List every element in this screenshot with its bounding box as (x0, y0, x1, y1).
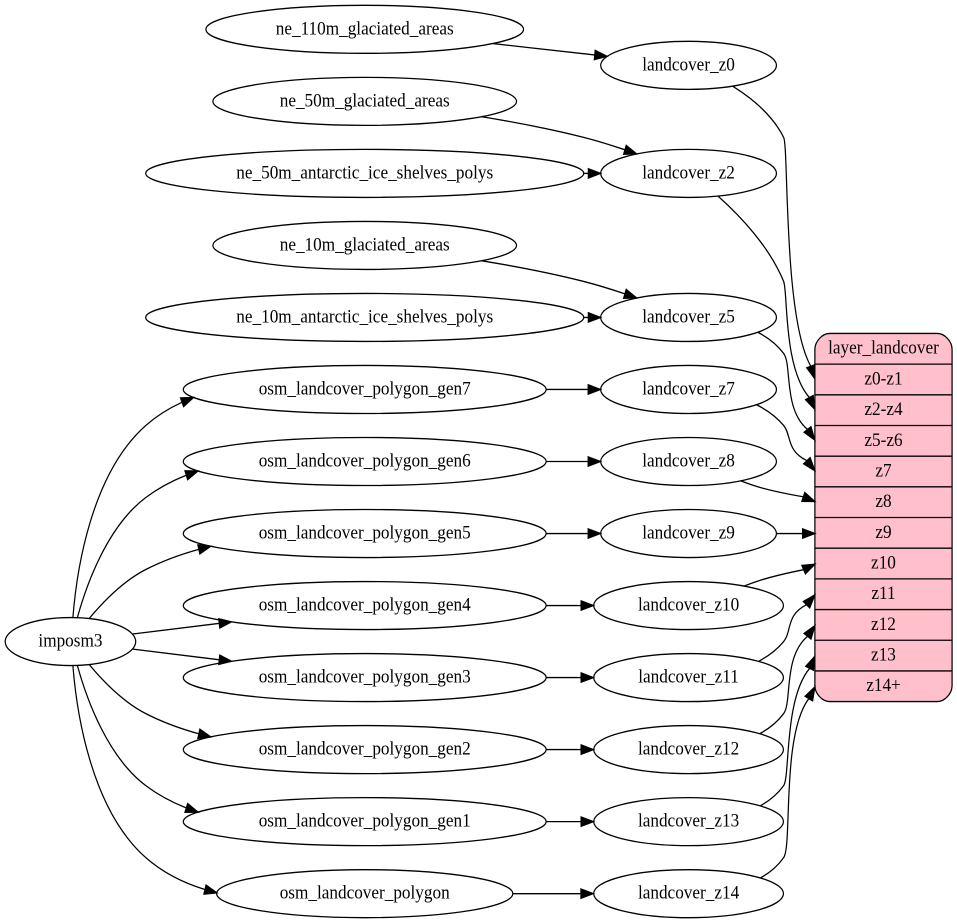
svg-text:osm_landcover_polygon_gen5: osm_landcover_polygon_gen5 (259, 522, 471, 543)
svg-text:z2-z4: z2-z4 (864, 398, 902, 419)
svg-text:landcover_z0: landcover_z0 (642, 54, 735, 75)
svg-text:osm_landcover_polygon: osm_landcover_polygon (280, 882, 450, 903)
svg-text:landcover_z9: landcover_z9 (642, 522, 735, 543)
svg-text:landcover_z8: landcover_z8 (642, 450, 735, 471)
svg-text:ne_10m_antarctic_ice_shelves_p: ne_10m_antarctic_ice_shelves_polys (236, 306, 493, 327)
svg-text:landcover_z2: landcover_z2 (642, 162, 735, 183)
svg-text:landcover_z11: landcover_z11 (638, 666, 739, 687)
svg-text:osm_landcover_polygon_gen7: osm_landcover_polygon_gen7 (259, 378, 471, 399)
svg-text:landcover_z5: landcover_z5 (642, 306, 735, 327)
svg-text:z12: z12 (871, 613, 896, 634)
svg-text:landcover_z13: landcover_z13 (638, 810, 739, 831)
svg-text:osm_landcover_polygon_gen4: osm_landcover_polygon_gen4 (259, 594, 471, 615)
svg-text:landcover_z14: landcover_z14 (638, 882, 739, 903)
svg-text:z7: z7 (875, 460, 891, 481)
svg-text:ne_110m_glaciated_areas: ne_110m_glaciated_areas (276, 18, 454, 39)
svg-text:layer_landcover: layer_landcover (828, 337, 939, 358)
svg-text:z14+: z14+ (866, 675, 901, 696)
svg-text:landcover_z10: landcover_z10 (638, 594, 739, 615)
svg-text:osm_landcover_polygon_gen6: osm_landcover_polygon_gen6 (259, 450, 471, 471)
svg-text:osm_landcover_polygon_gen2: osm_landcover_polygon_gen2 (259, 738, 471, 759)
svg-text:ne_50m_glaciated_areas: ne_50m_glaciated_areas (280, 90, 450, 111)
svg-text:z0-z1: z0-z1 (864, 368, 902, 389)
svg-text:z11: z11 (871, 583, 895, 604)
svg-text:z5-z6: z5-z6 (864, 429, 902, 450)
svg-text:osm_landcover_polygon_gen1: osm_landcover_polygon_gen1 (259, 810, 471, 831)
svg-text:landcover_z12: landcover_z12 (638, 738, 739, 759)
svg-text:z8: z8 (875, 490, 891, 511)
svg-text:z10: z10 (871, 552, 896, 573)
svg-text:ne_10m_glaciated_areas: ne_10m_glaciated_areas (280, 234, 450, 255)
svg-text:ne_50m_antarctic_ice_shelves_p: ne_50m_antarctic_ice_shelves_polys (236, 162, 493, 183)
svg-text:imposm3: imposm3 (38, 630, 102, 651)
svg-text:osm_landcover_polygon_gen3: osm_landcover_polygon_gen3 (259, 666, 471, 687)
svg-text:z13: z13 (871, 644, 896, 665)
svg-text:z9: z9 (875, 521, 891, 542)
svg-text:landcover_z7: landcover_z7 (642, 378, 735, 399)
